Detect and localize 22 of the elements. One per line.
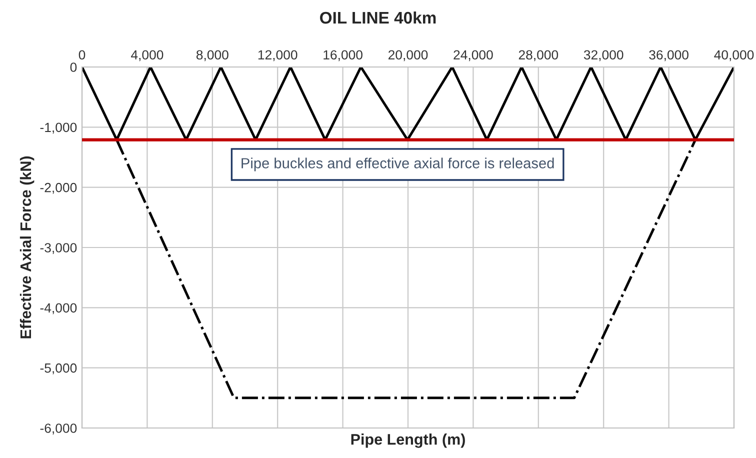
- x-tick-label: 40,000: [714, 50, 754, 62]
- x-tick-label: 24,000: [454, 50, 493, 62]
- y-tick-label: -2,000: [40, 182, 77, 194]
- y-tick-label: -5,000: [40, 363, 77, 374]
- x-tick-label: 28,000: [518, 50, 558, 62]
- x-tick-label: 20,000: [388, 50, 428, 62]
- x-tick-label: 12,000: [258, 50, 298, 62]
- x-tick-label: 0: [78, 50, 86, 60]
- y-tick-label: 0: [70, 62, 77, 72]
- x-tick-label: 32,000: [584, 50, 624, 62]
- x-tick-label: 36,000: [649, 50, 688, 62]
- y-tick-label: -4,000: [40, 303, 77, 314]
- x-tick-label: 16,000: [324, 50, 362, 62]
- y-tick-label: -1,000: [40, 122, 77, 134]
- y-axis-title: Effective Axial Force (kN): [20, 156, 34, 338]
- y-tick-label: -6,000: [40, 424, 77, 434]
- chart-title: OIL LINE 40km: [320, 11, 436, 24]
- x-axis-title: Pipe Length (m): [351, 434, 465, 448]
- x-tick-label: 8,000: [196, 50, 228, 62]
- y-tick-label: -3,000: [40, 243, 77, 254]
- annotation: Pipe buckles and effective axial force is released: [242, 158, 554, 172]
- x-tick-label: 4,000: [130, 50, 164, 62]
